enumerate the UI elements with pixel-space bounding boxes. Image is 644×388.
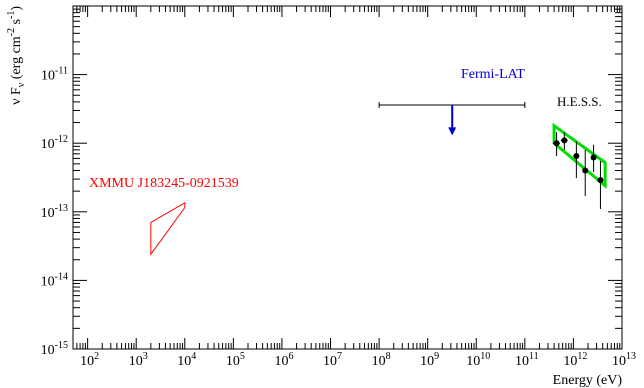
x-tick-label: 1011	[515, 351, 539, 369]
xmm-label: XMMU J183245-0921539	[89, 176, 239, 191]
x-tick-label: 108	[372, 351, 391, 369]
x-axis-label: Energy (eV)	[553, 373, 623, 388]
y-axis-label: ν Fν (erg cm-2 s-1)	[6, 6, 27, 105]
x-tick-label: 1013	[612, 351, 636, 369]
y-tick-label: 10-12	[41, 134, 68, 152]
fermi-arrow-head	[448, 127, 457, 136]
hess-point	[573, 153, 580, 160]
x-tick-label: 103	[129, 351, 148, 369]
hess-point	[590, 154, 597, 161]
x-tick-label: 1010	[466, 351, 490, 369]
fermi-label: Fermi-LAT	[461, 67, 525, 82]
hess-point	[553, 140, 560, 147]
x-tick-label: 107	[323, 351, 342, 369]
x-tick-label: 109	[420, 351, 439, 369]
hess-bowtie	[552, 122, 607, 189]
x-tick-label: 104	[177, 351, 196, 369]
y-tick-label: 10-13	[41, 203, 68, 221]
hess-label: H.E.S.S.	[557, 94, 602, 109]
y-tick-label: 10-11	[41, 66, 68, 84]
hess-point	[597, 177, 604, 184]
x-tick-label: 1012	[563, 351, 587, 369]
plot-frame	[72, 5, 623, 350]
y-tick-label: 10-14	[41, 271, 68, 289]
hess-point	[561, 137, 568, 144]
x-tick-label: 102	[80, 351, 99, 369]
xmm-bowtie	[150, 201, 186, 256]
hess-point	[582, 167, 589, 174]
y-tick-label: 10-15	[41, 340, 68, 358]
x-tick-label: 105	[226, 351, 245, 369]
x-tick-label: 106	[274, 351, 293, 369]
